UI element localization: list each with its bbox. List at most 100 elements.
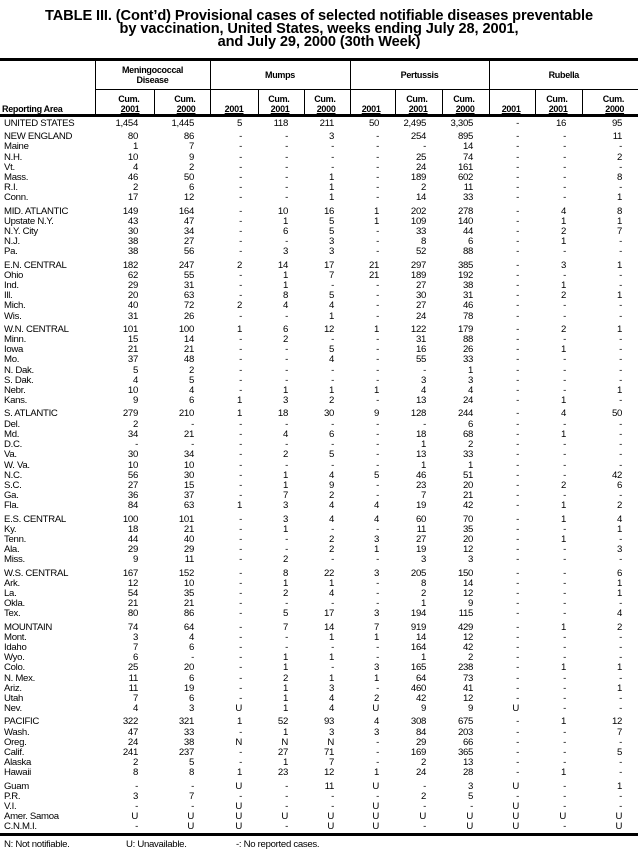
value-cell: -: [285, 790, 288, 802]
value-cell: -: [619, 692, 623, 704]
value-cell: 3: [561, 259, 567, 271]
value-cell: 41: [462, 682, 474, 694]
value-cell: -: [285, 641, 288, 653]
value-cell: -: [563, 192, 567, 204]
disease-group-header: Rubella: [488, 58, 638, 90]
value-cell: 7: [282, 490, 288, 502]
value-cell: 9: [132, 554, 138, 566]
table-row: N. Dak. 5 2 - - - - - 1 - - -: [0, 364, 638, 376]
value-cell: -: [619, 428, 623, 440]
value-cell: 52: [415, 246, 427, 258]
value-cell: -: [191, 652, 194, 664]
reporting-area-cell: Ga.: [4, 490, 19, 502]
value-cell: -: [239, 364, 242, 376]
value-cell: 1: [468, 459, 474, 471]
value-cell: -: [563, 554, 567, 566]
value-cell: 3: [468, 780, 474, 792]
table-row: N.J. 38 27 - - 3 - 8 6 - 1 -: [0, 237, 638, 247]
value-cell: -: [516, 554, 520, 566]
value-cell: 11: [128, 672, 139, 684]
table-row-region: W.S. CENTRAL 167 152 - 8 22 3 205 150 - - 6: [0, 568, 638, 579]
value-cell: 4: [328, 469, 335, 481]
table-row: Okla. 21 21 - - - - 1 9 - - -: [0, 598, 638, 610]
value-cell: 8: [132, 767, 138, 779]
value-cell: 31: [183, 280, 194, 292]
value-cell: 3: [132, 631, 138, 643]
value-cell: -: [239, 290, 242, 302]
value-cell: -: [285, 780, 288, 792]
value-cell: 43: [127, 215, 138, 227]
value-cell: -: [285, 182, 288, 194]
value-cell: 12: [323, 767, 335, 779]
value-cell: 56: [183, 246, 194, 258]
value-cell: -: [285, 310, 288, 322]
value-cell: 1: [561, 500, 567, 512]
value-cell: 1: [282, 577, 288, 589]
value-cell: 2: [328, 395, 335, 407]
value-cell: 238: [457, 662, 474, 674]
value-cell: 2: [617, 500, 623, 512]
reporting-area-cell: Colo.: [4, 662, 25, 674]
value-cell: -: [619, 395, 623, 407]
reporting-area-cell: Del.: [4, 418, 20, 430]
value-cell: 3: [328, 236, 335, 248]
value-cell: 2: [282, 587, 288, 599]
value-cell: 11: [324, 780, 335, 792]
value-cell: 1: [328, 172, 335, 184]
value-cell: 1: [328, 672, 335, 684]
reporting-area-cell: N.Y. City: [4, 226, 38, 238]
value-cell: 1: [420, 652, 427, 664]
value-cell: 9: [328, 479, 335, 491]
value-cell: 3: [282, 500, 288, 512]
value-cell: 3: [328, 246, 335, 258]
value-cell: 1,454: [115, 118, 138, 129]
value-cell: 194: [410, 608, 427, 620]
value-cell: 322: [122, 716, 138, 728]
value-cell: U: [372, 703, 380, 715]
value-cell: 11: [184, 554, 195, 566]
value-cell: -: [239, 161, 242, 173]
table-title: TABLE III. (Cont’d) Provisional cases of…: [0, 9, 638, 50]
value-cell: 1: [373, 215, 380, 227]
value-cell: 6: [188, 641, 194, 653]
value-cell: 3: [328, 682, 335, 694]
value-cell: -: [619, 641, 623, 653]
value-cell: -: [285, 131, 288, 143]
value-cell: 4: [132, 374, 138, 386]
value-cell: -: [619, 672, 623, 684]
value-cell: 6: [188, 182, 194, 194]
value-cell: 74: [462, 151, 474, 163]
column-header-year: 2000: [316, 104, 336, 114]
value-cell: U: [350, 822, 396, 836]
value-cell: 1: [420, 598, 427, 610]
value-cell: 1: [328, 631, 335, 643]
value-cell: -: [376, 131, 380, 143]
value-cell: -: [516, 682, 520, 694]
table-row: Ind. 29 31 - 1 - - 27 38 - 1 -: [0, 280, 638, 292]
value-cell: 50: [368, 118, 380, 129]
value-cell: -: [516, 344, 520, 356]
value-cell: 5: [617, 746, 623, 758]
reporting-area-cell: Maine: [4, 141, 29, 153]
value-cell: 1: [282, 469, 288, 481]
value-cell: 3: [282, 395, 288, 407]
value-cell: -: [516, 246, 520, 258]
value-cell: -: [376, 344, 380, 356]
value-cell: -: [516, 300, 520, 312]
reporting-area-cell: MOUNTAIN: [4, 621, 53, 633]
value-cell: -: [285, 533, 288, 545]
value-cell: 27: [277, 746, 288, 758]
value-cell: -: [191, 801, 194, 812]
value-cell: 21: [183, 344, 194, 356]
reporting-area-cell: V.I.: [4, 801, 17, 812]
value-cell: 675: [457, 716, 474, 728]
value-cell: U: [235, 703, 242, 715]
value-cell: 100: [122, 513, 138, 525]
value-cell: 365: [457, 746, 474, 758]
value-cell: -: [423, 141, 427, 153]
value-cell: -: [423, 780, 427, 792]
value-cell: -: [376, 523, 380, 535]
value-cell: -: [285, 344, 288, 356]
value-cell: 189: [410, 269, 427, 281]
value-cell: -: [376, 395, 380, 407]
